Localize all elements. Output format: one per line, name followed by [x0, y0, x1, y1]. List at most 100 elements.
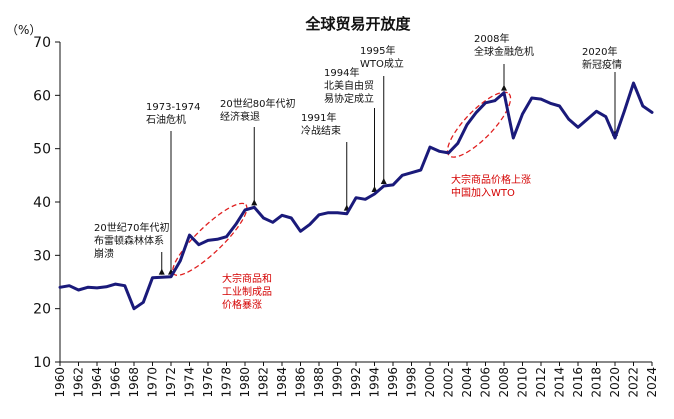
- x-tick-label: 1962: [72, 367, 86, 398]
- data-point: [123, 284, 126, 287]
- x-tick-label: 2022: [627, 367, 641, 398]
- annotation-text: 大宗商品价格上涨: [451, 173, 531, 186]
- annotation-text: 20世纪70年代初: [94, 221, 169, 234]
- data-point: [364, 198, 367, 201]
- annotation-text: 易协定成立: [324, 92, 374, 105]
- x-tick-label: 1994: [368, 367, 382, 398]
- data-point: [512, 136, 515, 140]
- x-tick-label: 1980: [238, 367, 252, 398]
- annotation-text: 大宗商品和: [222, 272, 272, 285]
- data-point: [151, 276, 154, 279]
- annotation-arrow-head: [158, 268, 165, 275]
- x-tick-label: 1976: [201, 367, 215, 398]
- annotation-text: 全球金融危机: [474, 45, 534, 58]
- x-tick-label: 2014: [553, 367, 567, 398]
- x-tick-label: 1996: [386, 367, 400, 398]
- chart-title: 全球贸易开放度: [304, 15, 411, 33]
- data-point: [539, 97, 543, 101]
- data-point: [604, 115, 607, 118]
- y-tick-label: 10: [33, 355, 51, 371]
- annotation-text: 2020年: [582, 45, 617, 58]
- data-point: [216, 238, 219, 241]
- x-tick-label: 1960: [53, 367, 67, 398]
- x-tick-label: 1982: [257, 367, 271, 398]
- data-point: [438, 150, 441, 153]
- annotation-text: 崩溃: [94, 247, 114, 260]
- data-point: [206, 239, 210, 242]
- annotation-text: 价格暴涨: [222, 298, 262, 311]
- x-tick-label: 2018: [590, 367, 604, 398]
- data-point: [327, 211, 330, 214]
- annotation-text: 1973-1974: [146, 102, 201, 113]
- data-point: [345, 212, 348, 215]
- annotation-text: 20世纪80年代初: [220, 97, 295, 110]
- highlight-ellipse-2002-2008: [446, 91, 512, 158]
- y-axis: 10 20 30 40 50 60 70: [33, 35, 60, 371]
- annotation-text: 北美自由贸: [324, 79, 374, 92]
- x-tick-label: 1974: [183, 367, 197, 398]
- annotation-text: 经济衰退: [220, 110, 260, 123]
- data-point: [58, 286, 62, 289]
- y-tick-label: 60: [33, 88, 51, 104]
- x-tick-label: 2020: [608, 367, 622, 398]
- data-point: [280, 214, 284, 217]
- annotation-text: 2008年: [474, 32, 509, 45]
- annotation-text: 1994年: [324, 66, 359, 79]
- data-point: [641, 104, 644, 108]
- data-point: [484, 101, 487, 105]
- x-tick-label: 1992: [349, 367, 363, 398]
- data-point: [271, 221, 274, 224]
- data-point: [188, 233, 191, 237]
- x-tick-label: 1998: [405, 367, 419, 398]
- annotation-arrow-head: [371, 186, 378, 192]
- annotation-arrow-head: [380, 178, 387, 184]
- x-tick-label: 1964: [90, 367, 104, 398]
- annotation-text: 1991年: [301, 111, 336, 124]
- y-tick-label: 40: [33, 195, 51, 211]
- data-point: [465, 123, 469, 126]
- data-point: [558, 104, 561, 108]
- data-point: [595, 110, 598, 113]
- annotation-text: 冷战结束: [301, 124, 341, 137]
- data-point: [613, 136, 617, 140]
- annotation-text: 石油危机: [146, 113, 186, 126]
- data-point: [179, 259, 182, 262]
- x-tick-label: 2012: [534, 367, 548, 398]
- y-tick-label: 50: [33, 142, 51, 158]
- data-point: [262, 216, 265, 220]
- data-point: [456, 142, 459, 145]
- data-points: [58, 81, 654, 310]
- x-tick-label: 2024: [645, 367, 659, 398]
- data-point: [493, 99, 496, 102]
- data-point: [354, 196, 358, 199]
- data-point: [447, 151, 450, 155]
- data-point: [197, 243, 200, 246]
- data-point: [567, 118, 570, 121]
- x-tick-label: 1968: [127, 367, 141, 398]
- annotation-text: 工业制成品: [222, 285, 272, 298]
- data-point: [105, 285, 108, 288]
- data-point: [77, 288, 80, 292]
- data-point: [290, 216, 293, 220]
- data-point: [623, 110, 626, 113]
- data-point: [428, 145, 432, 149]
- annotation-arrows: [158, 64, 618, 275]
- data-point: [132, 307, 136, 310]
- x-tick-label: 1978: [220, 367, 234, 398]
- data-point: [530, 96, 533, 100]
- y-tick-label: 70: [33, 35, 51, 51]
- x-tick-label: 2010: [516, 367, 530, 398]
- data-point: [243, 208, 247, 212]
- data-point: [502, 91, 506, 94]
- data-point: [549, 102, 552, 105]
- data-point: [225, 235, 228, 238]
- y-tick-label: 30: [33, 248, 51, 264]
- data-point: [576, 126, 580, 129]
- data-point: [382, 184, 385, 188]
- data-point: [475, 111, 478, 114]
- data-point: [419, 168, 422, 172]
- x-tick-label: 1990: [331, 367, 345, 398]
- annotation-text: 中国加入WTO: [451, 186, 515, 199]
